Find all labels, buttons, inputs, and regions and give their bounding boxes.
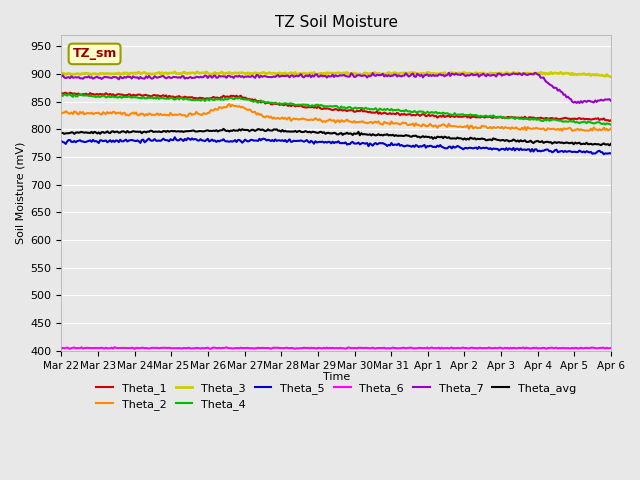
Theta_6: [343, 345, 351, 351]
Theta_4: [58, 93, 65, 98]
Theta_7: [58, 73, 65, 79]
Line: Theta_5: Theta_5: [61, 137, 611, 155]
Theta_7: [445, 70, 452, 76]
Theta_2: [58, 110, 65, 116]
Theta_5: [58, 138, 65, 144]
Theta_1: [58, 90, 65, 96]
Theta_6: [605, 345, 613, 351]
Line: Theta_7: Theta_7: [61, 73, 611, 103]
Theta_3: [76, 72, 84, 78]
Theta_2: [568, 128, 576, 134]
Theta_2: [225, 101, 233, 107]
Y-axis label: Soil Moisture (mV): Soil Moisture (mV): [15, 142, 25, 244]
Theta_6: [607, 345, 615, 351]
Theta_3: [607, 74, 615, 80]
Theta_7: [93, 74, 101, 80]
Theta_5: [532, 146, 540, 152]
Theta_6: [93, 345, 101, 351]
Theta_7: [605, 96, 613, 102]
Theta_3: [532, 71, 540, 76]
Theta_1: [532, 116, 540, 121]
Theta_3: [93, 72, 101, 77]
Line: Theta_1: Theta_1: [61, 93, 611, 121]
Theta_avg: [605, 143, 613, 148]
Theta_2: [93, 110, 101, 116]
Legend: Theta_1, Theta_2, Theta_3, Theta_4, Theta_5, Theta_6, Theta_7, Theta_avg: Theta_1, Theta_2, Theta_3, Theta_4, Thet…: [92, 378, 580, 415]
Theta_2: [607, 126, 615, 132]
Theta_4: [65, 91, 72, 97]
Theta_7: [340, 72, 348, 78]
Theta_1: [77, 92, 85, 97]
Theta_avg: [76, 130, 84, 135]
Line: Theta_4: Theta_4: [61, 94, 611, 125]
Theta_1: [342, 108, 349, 113]
Line: Theta_6: Theta_6: [61, 347, 611, 349]
Theta_2: [605, 127, 613, 133]
Theta_4: [607, 122, 615, 128]
Theta_5: [600, 152, 607, 157]
Theta_6: [534, 346, 541, 351]
Theta_avg: [532, 138, 540, 144]
Theta_avg: [58, 130, 65, 136]
Theta_5: [171, 134, 179, 140]
Theta_1: [62, 90, 70, 96]
Theta_6: [207, 346, 214, 352]
Theta_avg: [604, 141, 612, 147]
Theta_5: [451, 144, 458, 150]
Theta_2: [342, 118, 349, 124]
Theta_avg: [342, 131, 349, 137]
Theta_1: [605, 118, 613, 124]
Theta_7: [532, 71, 540, 76]
Theta_3: [342, 71, 349, 77]
Theta_1: [451, 114, 458, 120]
Line: Theta_avg: Theta_avg: [61, 129, 611, 145]
Theta_7: [76, 75, 84, 81]
Line: Theta_3: Theta_3: [61, 72, 611, 77]
Theta_4: [95, 94, 102, 100]
X-axis label: Time: Time: [323, 372, 350, 382]
Theta_3: [451, 70, 458, 76]
Theta_5: [607, 151, 615, 156]
Theta_6: [452, 346, 460, 351]
Theta_7: [575, 100, 583, 106]
Theta_2: [532, 125, 540, 131]
Theta_7: [451, 72, 458, 78]
Theta_2: [451, 123, 458, 129]
Theta_3: [58, 72, 65, 77]
Theta_5: [605, 150, 613, 156]
Title: TZ Soil Moisture: TZ Soil Moisture: [275, 15, 397, 30]
Theta_avg: [220, 126, 227, 132]
Theta_avg: [607, 141, 615, 147]
Theta_4: [77, 92, 85, 98]
Theta_4: [532, 117, 540, 123]
Theta_5: [93, 139, 101, 144]
Theta_4: [604, 121, 612, 127]
Theta_2: [76, 109, 84, 115]
Theta_1: [604, 117, 612, 123]
Theta_7: [607, 98, 615, 104]
Text: TZ_sm: TZ_sm: [72, 48, 116, 60]
Theta_6: [76, 345, 84, 351]
Theta_4: [451, 110, 458, 116]
Theta_6: [111, 344, 118, 350]
Theta_6: [58, 346, 65, 351]
Theta_1: [95, 92, 102, 97]
Theta_3: [604, 73, 612, 79]
Theta_5: [76, 137, 84, 143]
Line: Theta_2: Theta_2: [61, 104, 611, 131]
Theta_1: [607, 117, 615, 123]
Theta_4: [342, 105, 349, 111]
Theta_3: [171, 69, 179, 75]
Theta_5: [342, 140, 349, 145]
Theta_avg: [93, 131, 101, 136]
Theta_avg: [451, 135, 458, 141]
